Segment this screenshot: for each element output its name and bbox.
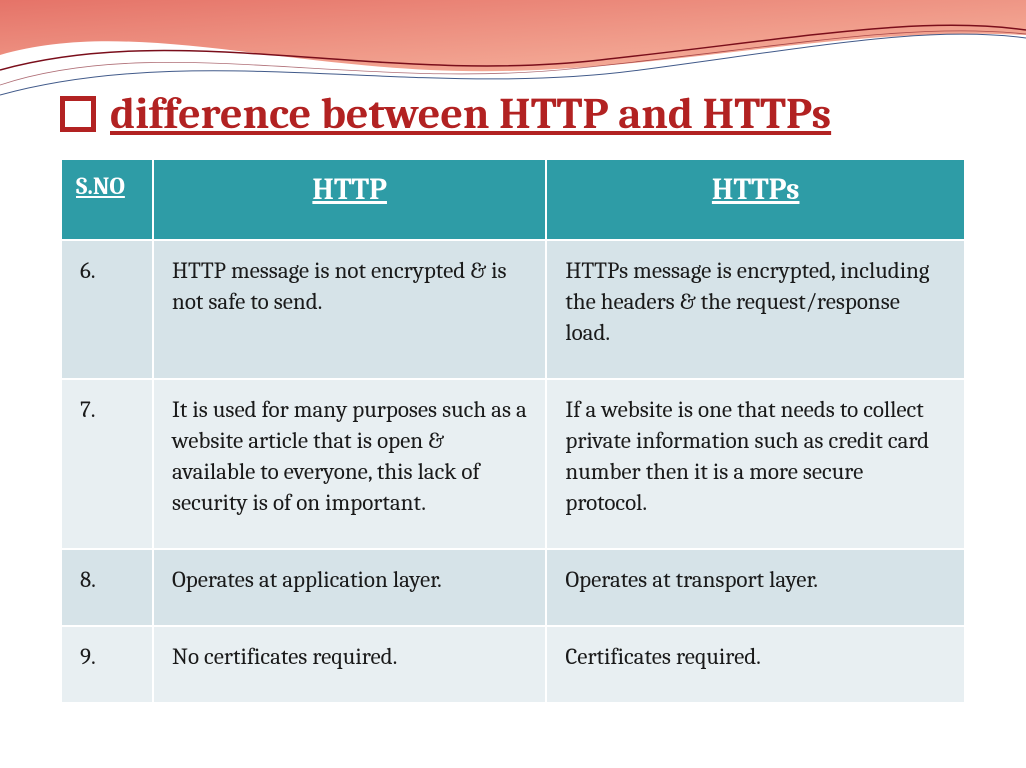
table-row: 9. No certificates required. Certificate… xyxy=(62,627,964,702)
table-row: 8. Operates at application layer. Operat… xyxy=(62,550,964,625)
comparison-table: S.NO HTTP HTTPs 6. HTTP message is not e… xyxy=(60,158,966,704)
cell-sno: 6. xyxy=(62,241,152,378)
cell-https: Operates at transport layer. xyxy=(547,550,964,625)
cell-https: If a website is one that needs to collec… xyxy=(547,380,964,548)
cell-http: No certificates required. xyxy=(154,627,545,702)
col-header-sno: S.NO xyxy=(62,160,152,239)
bullet-square-icon xyxy=(60,96,96,132)
table-header-row: S.NO HTTP HTTPs xyxy=(62,160,964,239)
col-header-http: HTTP xyxy=(154,160,545,239)
title-text: difference between HTTP and HTTPs xyxy=(110,88,831,139)
cell-http: It is used for many purposes such as a w… xyxy=(154,380,545,548)
cell-http: Operates at application layer. xyxy=(154,550,545,625)
cell-http: HTTP message is not encrypted & is not s… xyxy=(154,241,545,378)
cell-sno: 7. xyxy=(62,380,152,548)
cell-sno: 8. xyxy=(62,550,152,625)
cell-https: HTTPs message is encrypted, including th… xyxy=(547,241,964,378)
slide-title: difference between HTTP and HTTPs xyxy=(60,88,831,139)
cell-sno: 9. xyxy=(62,627,152,702)
cell-https: Certificates required. xyxy=(547,627,964,702)
table-row: 7. It is used for many purposes such as … xyxy=(62,380,964,548)
col-header-https: HTTPs xyxy=(547,160,964,239)
table-row: 6. HTTP message is not encrypted & is no… xyxy=(62,241,964,378)
